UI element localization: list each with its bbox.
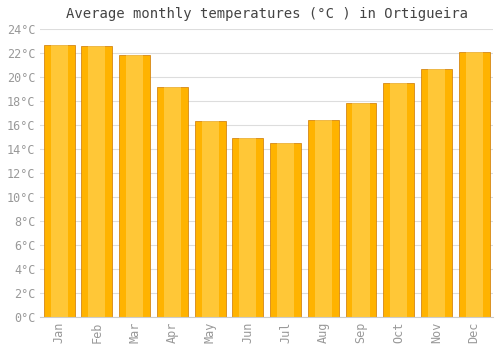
Bar: [232, 138, 264, 317]
Bar: [466, 52, 482, 317]
Bar: [315, 120, 332, 317]
Bar: [390, 83, 407, 317]
Bar: [428, 69, 445, 317]
Bar: [458, 52, 490, 317]
Bar: [384, 83, 414, 317]
Bar: [44, 45, 74, 317]
Bar: [82, 46, 112, 317]
Bar: [88, 46, 106, 317]
Bar: [50, 45, 68, 317]
Bar: [421, 69, 452, 317]
Bar: [270, 143, 301, 317]
Bar: [277, 143, 294, 317]
Bar: [352, 103, 370, 317]
Bar: [202, 121, 218, 317]
Title: Average monthly temperatures (°C ) in Ortigueira: Average monthly temperatures (°C ) in Or…: [66, 7, 468, 21]
Bar: [194, 121, 226, 317]
Bar: [126, 55, 143, 317]
Bar: [346, 103, 376, 317]
Bar: [240, 138, 256, 317]
Bar: [164, 86, 181, 317]
Bar: [308, 120, 338, 317]
Bar: [157, 86, 188, 317]
Bar: [119, 55, 150, 317]
